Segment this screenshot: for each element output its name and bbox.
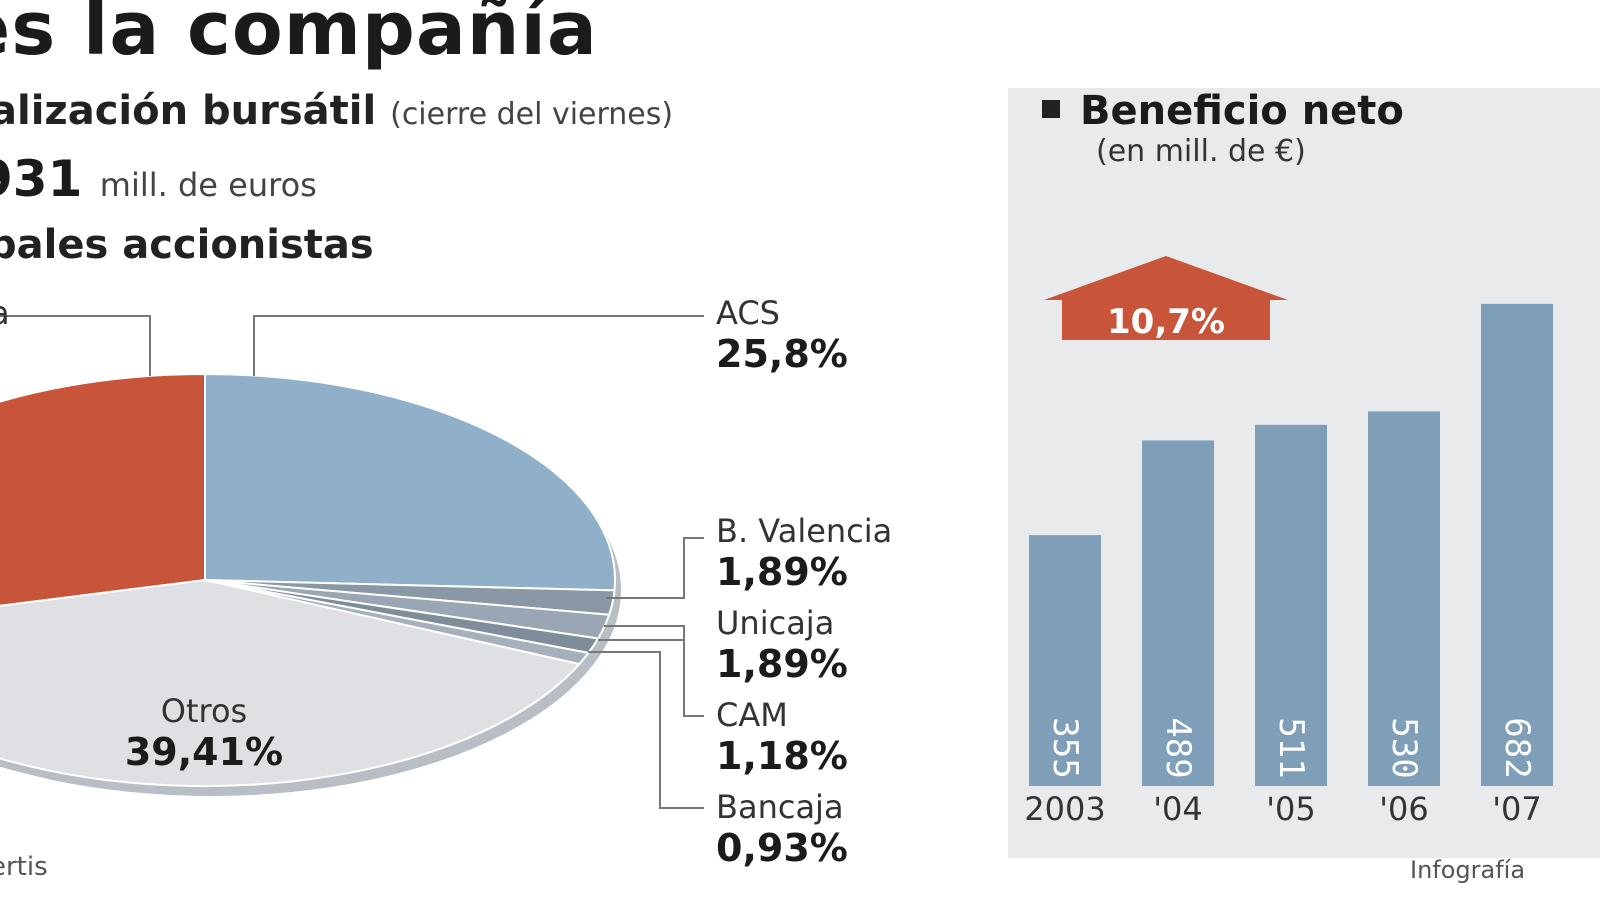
credit-note: Infografía — [1410, 856, 1526, 884]
market-cap-unit: mill. de euros — [99, 166, 317, 204]
x-tick-label: '06 — [1379, 790, 1429, 828]
bar-04 — [1142, 440, 1214, 786]
x-tick-label: '04 — [1153, 790, 1203, 828]
market-cap-label-text: alización bursátil — [0, 88, 377, 134]
page-title: es la compañía — [0, 0, 598, 72]
market-cap-label: alización bursátil (cierre del viernes) — [0, 88, 673, 134]
bar-value-label: 355 — [1045, 717, 1085, 778]
pie-label-truncated: a — [0, 294, 10, 332]
pie-label-bancaja-pct: 0,93% — [716, 826, 848, 870]
bar-value-label: 530 — [1384, 717, 1424, 778]
pie-leader-cam — [598, 639, 685, 716]
bar-value-label: 511 — [1271, 717, 1311, 778]
pie-slice-acs — [204, 372, 617, 592]
square-bullet-icon — [1042, 100, 1060, 118]
pie-label-bvalencia: B. Valencia 1,89% — [716, 512, 892, 594]
net-profit-title: Beneficio neto — [1042, 88, 1404, 134]
shareholders-pie-chart — [0, 315, 704, 809]
x-tick-label: '05 — [1266, 790, 1316, 828]
market-cap-value: 931 — [0, 150, 83, 208]
market-cap-value-line: 931 mill. de euros — [0, 150, 317, 208]
pie-leader-acs — [253, 315, 704, 376]
pie-label-truncated-name: a — [0, 294, 10, 332]
pie-label-acs-pct: 25,8% — [716, 332, 848, 376]
pie-label-cam-pct: 1,18% — [716, 734, 848, 778]
bar-value-label: 682 — [1497, 717, 1537, 778]
pie-label-cam-name: CAM — [716, 696, 788, 734]
pie-label-otros-name: Otros — [160, 692, 248, 730]
pie-label-otros: Otros 39,41% — [86, 692, 322, 774]
pie-leader-bancaja — [588, 651, 704, 809]
pie-slice-a — [0, 372, 206, 607]
pie-label-bancaja-name: Bancaja — [716, 788, 844, 826]
pie-leader-bvalencia — [606, 537, 704, 599]
bar-value-label: 489 — [1158, 717, 1198, 778]
bar-07 — [1481, 303, 1553, 786]
net-profit-subtitle: (en mill. de €) — [1096, 134, 1306, 169]
shareholders-title: pales accionistas — [0, 222, 374, 268]
bar-2003 — [1029, 535, 1101, 786]
bar-06 — [1368, 411, 1440, 786]
pie-label-acs: ACS 25,8% — [716, 294, 848, 376]
pie-label-cam: CAM 1,18% — [716, 696, 848, 778]
pie-label-unicaja-name: Unicaja — [716, 604, 835, 642]
pie-slice-otros — [0, 578, 582, 788]
net-profit-title-text: Beneficio neto — [1080, 88, 1404, 134]
pie-label-otros-pct: 39,41% — [124, 730, 284, 774]
x-tick-label: '07 — [1492, 790, 1542, 828]
pie-label-unicaja-pct: 1,89% — [716, 642, 848, 686]
pie-label-unicaja: Unicaja 1,89% — [716, 604, 848, 686]
pie-label-bvalencia-name: B. Valencia — [716, 512, 893, 550]
source-note: ertis — [0, 852, 48, 882]
x-tick-label: 2003 — [1024, 790, 1105, 828]
pie-label-bvalencia-pct: 1,89% — [716, 550, 848, 594]
bar-05 — [1255, 424, 1327, 786]
pie-label-acs-name: ACS — [716, 294, 780, 332]
growth-arrow-icon — [1044, 256, 1288, 340]
growth-annotation: 10,7% — [1107, 302, 1225, 342]
pie-label-bancaja: Bancaja 0,93% — [716, 788, 848, 870]
pie-leader-truncated — [0, 315, 151, 376]
market-cap-note: (cierre del viernes) — [390, 97, 674, 132]
